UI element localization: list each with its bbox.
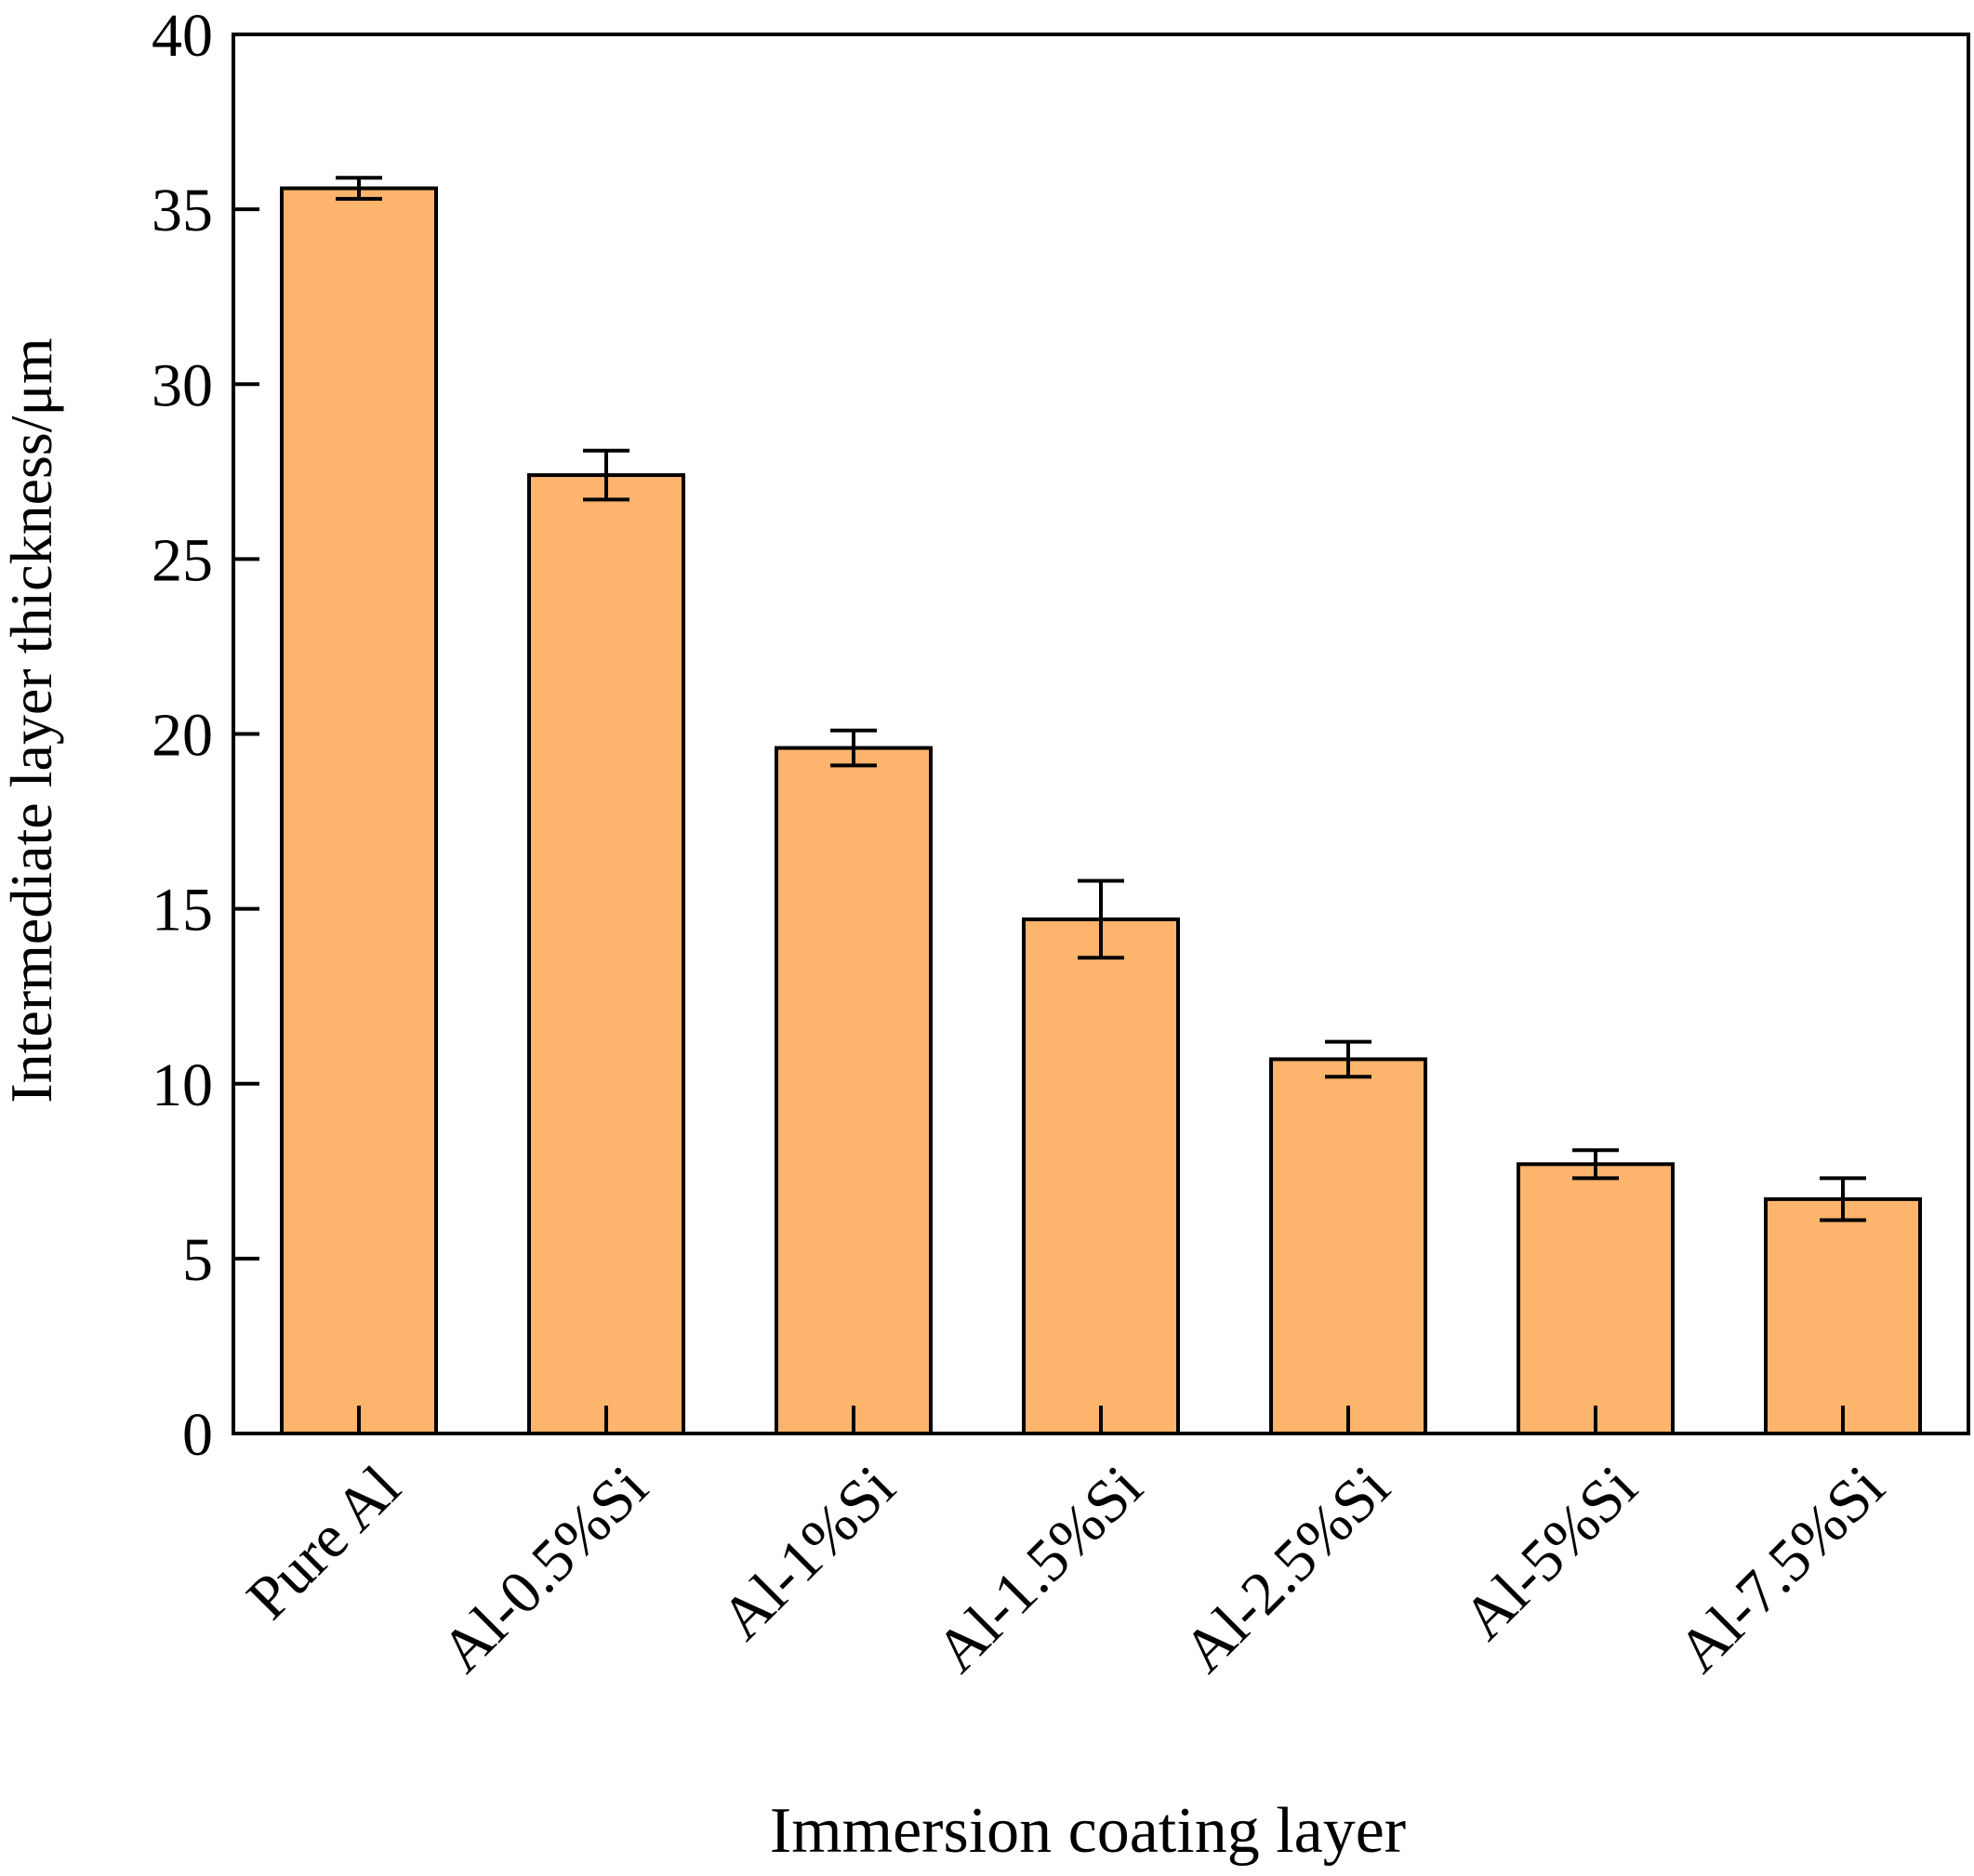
bar [1022,917,1180,1435]
error-bar [1325,1039,1371,1079]
y-tick-label: 30 [152,351,213,419]
error-bar [1078,879,1124,960]
x-tick-label: Al-0.5%Si [429,1453,661,1685]
bar [775,746,933,1435]
error-bars-layer [336,176,1866,1222]
y-tick-label: 0 [182,1401,213,1469]
x-tick-label: Al-5%Si [1451,1453,1650,1653]
y-tick-label: 40 [152,2,213,70]
y-tick-label: 10 [152,1051,213,1119]
error-bar [1572,1148,1619,1181]
y-tick-label: 15 [152,877,213,945]
bar [1517,1162,1675,1435]
y-tick-label: 35 [152,177,213,244]
y-tick-label: 5 [182,1226,213,1294]
error-bar [336,176,382,201]
x-tick-label: Al-7.5%Si [1665,1453,1898,1685]
x-axis: Pure Al Al-0.5%Si Al-1%Si Al-1.5%Si Al-2.5%S… [234,1406,1898,1685]
y-axis: 0 5 10 15 20 25 30 35 40 [152,2,259,1469]
x-tick-label: Al-2.5%Si [1171,1453,1403,1685]
x-tick-label: Al-1.5%Si [923,1453,1156,1685]
x-tick-label: Pure Al [234,1453,414,1632]
y-tick-label: 25 [152,526,213,594]
bar [1269,1057,1427,1435]
error-bar [1820,1176,1866,1222]
y-tick-label: 20 [152,702,213,770]
bar [280,186,438,1435]
error-bar [583,448,629,502]
bar [1764,1196,1922,1435]
bar [527,473,685,1436]
x-axis-label: Immersion coating layer [770,1795,1406,1867]
y-axis-label: Intermediate layer thickness/μm [0,337,64,1103]
bars-layer [280,186,1922,1436]
error-bar [830,728,877,768]
x-tick-label: Al-1%Si [709,1453,908,1653]
